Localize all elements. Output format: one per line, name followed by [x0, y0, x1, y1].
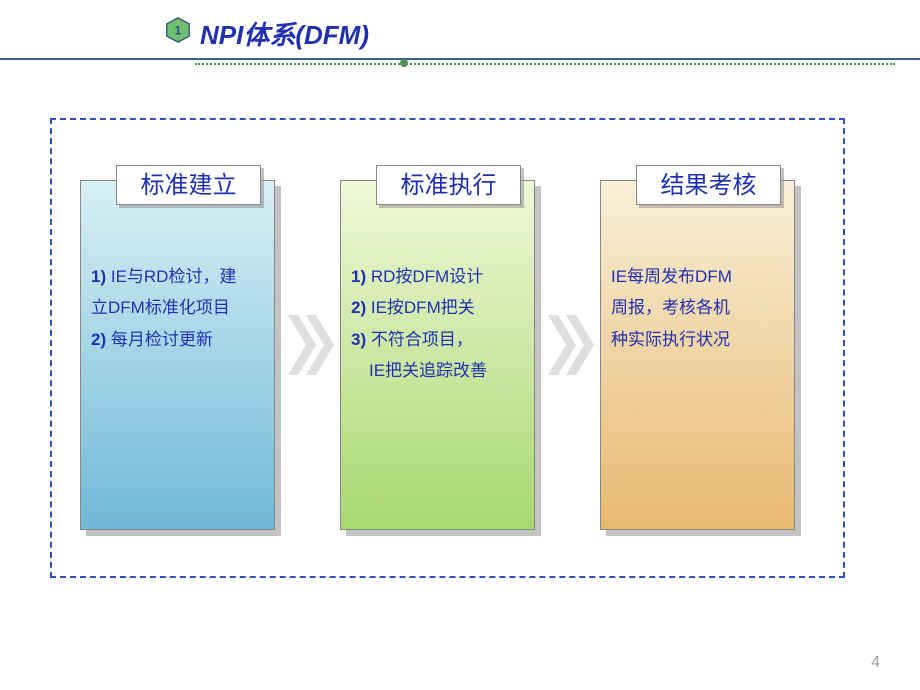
process-card: 标准执行1) RD按DFM设计2) IE按DFM把关3) 不符合项目，IE把关追… — [340, 180, 535, 530]
line-text: 不符合项目， — [371, 330, 473, 349]
process-card: 结果考核IE每周发布DFM周报，考核各机种实际执行状况 — [600, 180, 795, 530]
card-body: 标准建立1) IE与RD检讨，建立DFM标准化项目2) 每月检讨更新 — [80, 180, 275, 530]
header-dot-icon — [400, 59, 408, 67]
card-content: IE每周发布DFM 周报，考核各机种实际执行状况 — [611, 261, 784, 355]
line-lead: 2) — [351, 298, 371, 317]
card-line: 2) IE按DFM把关 — [351, 292, 524, 323]
card-line: IE把关追踪改善 — [351, 355, 524, 386]
line-lead: 1) — [351, 267, 371, 286]
line-lead: 2) — [91, 330, 111, 349]
card-line: 2) 每月检讨更新 — [91, 324, 264, 355]
line-text: IE与RD检讨，建 — [111, 267, 237, 286]
line-text: 立DFM标准化项目 — [91, 298, 230, 317]
line-lead: 3) — [351, 330, 371, 349]
card-content: 1) IE与RD检讨，建立DFM标准化项目 2) 每月检讨更新 — [91, 261, 264, 355]
arrow-chevron-icon — [286, 310, 336, 380]
line-text: RD按DFM设计 — [371, 267, 483, 286]
header-underline-dotted — [195, 63, 895, 65]
card-body: 标准执行1) RD按DFM设计2) IE按DFM把关3) 不符合项目，IE把关追… — [340, 180, 535, 530]
line-text: 种实际执行状况 — [611, 330, 730, 349]
card-line: 3) 不符合项目， — [351, 324, 524, 355]
line-text: IE把关追踪改善 — [369, 361, 487, 380]
card-label: 结果考核 — [636, 165, 781, 205]
card-line: 1) IE与RD检讨，建 — [91, 261, 264, 292]
card-body: 结果考核IE每周发布DFM周报，考核各机种实际执行状况 — [600, 180, 795, 530]
card-label: 标准建立 — [116, 165, 261, 205]
process-card: 标准建立1) IE与RD检讨，建立DFM标准化项目2) 每月检讨更新 — [80, 180, 275, 530]
header-underline-solid — [0, 58, 920, 60]
card-line: 1) RD按DFM设计 — [351, 261, 524, 292]
arrow-chevron-icon — [546, 310, 596, 380]
card-label-wrap: 标准执行 — [376, 165, 521, 205]
badge-hexagon: 1 — [165, 17, 191, 43]
line-text: IE按DFM把关 — [371, 298, 475, 317]
line-lead: 1) — [91, 267, 111, 286]
line-text: 周报，考核各机 — [611, 298, 730, 317]
card-line: 种实际执行状况 — [611, 324, 784, 355]
card-content: 1) RD按DFM设计2) IE按DFM把关3) 不符合项目，IE把关追踪改善 — [351, 261, 524, 387]
card-line: IE每周发布DFM — [611, 261, 784, 292]
card-line: 周报，考核各机 — [611, 292, 784, 323]
card-label-wrap: 标准建立 — [116, 165, 261, 205]
line-text: IE每周发布DFM — [611, 267, 732, 286]
page-number: 4 — [871, 654, 880, 672]
slide-header: 1 NPI体系(DFM) — [0, 15, 920, 50]
card-line: 立DFM标准化项目 — [91, 292, 264, 323]
line-text: 每月检讨更新 — [111, 330, 213, 349]
badge-number: 1 — [175, 23, 182, 37]
card-label: 标准执行 — [376, 165, 521, 205]
card-label-wrap: 结果考核 — [636, 165, 781, 205]
slide-title: NPI体系(DFM) — [200, 15, 369, 52]
